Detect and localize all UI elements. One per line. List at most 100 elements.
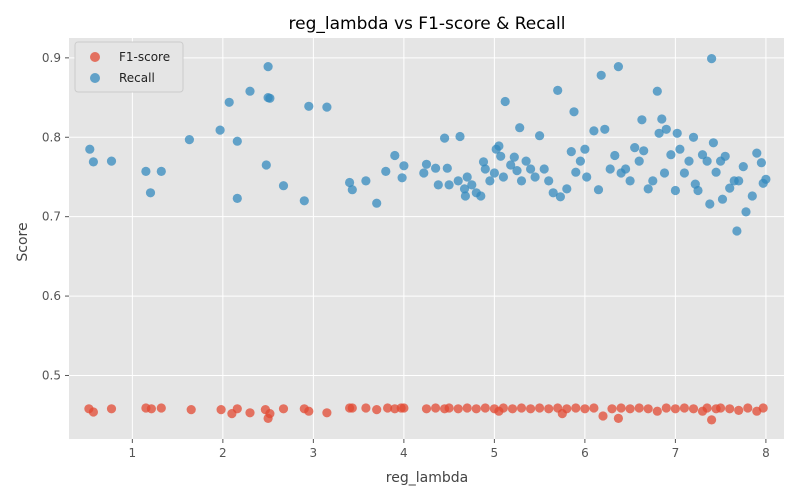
f1-score-point xyxy=(471,404,481,414)
recall-point xyxy=(530,172,540,182)
f1-score-point xyxy=(462,403,472,413)
f1-score-point xyxy=(431,403,441,413)
recall-point xyxy=(625,176,635,186)
f1-score-point xyxy=(670,404,681,414)
x-tick-label: 4 xyxy=(400,446,408,460)
recall-point xyxy=(261,160,271,170)
recall-point xyxy=(345,177,355,188)
recall-point xyxy=(500,96,510,107)
recall-point xyxy=(582,172,592,182)
recall-point xyxy=(555,192,566,202)
recall-point xyxy=(688,132,699,142)
y-tick-label: 0.9 xyxy=(42,51,61,65)
y-tick-label: 0.5 xyxy=(42,368,61,382)
f1-score-point xyxy=(652,406,662,416)
recall-point xyxy=(299,196,309,206)
f1-score-point xyxy=(544,404,554,414)
recall-point xyxy=(666,150,676,160)
recall-point xyxy=(752,148,762,158)
recall-point xyxy=(702,156,712,166)
x-tick-label: 1 xyxy=(129,446,137,460)
f1-score-point xyxy=(734,405,744,415)
f1-score-point xyxy=(707,415,717,425)
legend-label-f1-score: F1-score xyxy=(119,50,170,64)
f1-score-point xyxy=(106,404,117,414)
recall-point xyxy=(747,191,757,201)
x-tick-label: 5 xyxy=(491,446,499,460)
x-tick-label: 2 xyxy=(219,446,227,460)
recall-point xyxy=(720,151,730,161)
f1-score-point xyxy=(634,403,644,413)
recall-point xyxy=(278,181,289,191)
recall-point xyxy=(467,180,477,190)
recall-point xyxy=(571,167,581,177)
f1-score-point xyxy=(232,404,242,414)
f1-score-point xyxy=(421,404,432,414)
recall-point xyxy=(232,193,242,203)
x-tick-label: 8 xyxy=(762,446,770,460)
recall-point xyxy=(419,168,429,178)
recall-point xyxy=(589,126,599,136)
recall-point xyxy=(630,143,640,153)
recall-point xyxy=(521,156,531,166)
recall-point xyxy=(245,86,255,96)
recall-point xyxy=(741,207,751,217)
recall-point xyxy=(453,176,463,186)
data-points xyxy=(84,54,771,425)
recall-point xyxy=(675,144,685,154)
f1-score-point xyxy=(216,405,226,415)
recall-point xyxy=(485,176,495,186)
f1-score-point xyxy=(361,403,371,413)
recall-point xyxy=(661,124,671,134)
recall-point xyxy=(657,114,667,124)
f1-score-point xyxy=(347,403,357,413)
recall-point xyxy=(476,191,486,201)
recall-point xyxy=(756,158,767,168)
recall-point xyxy=(708,138,719,148)
legend-label-recall: Recall xyxy=(119,71,155,85)
recall-point xyxy=(224,97,234,107)
f1-score-point xyxy=(399,403,409,413)
recall-point xyxy=(347,185,357,195)
recall-point xyxy=(145,188,156,198)
recall-point xyxy=(670,185,681,196)
recall-point xyxy=(639,146,649,156)
recall-point xyxy=(535,131,545,141)
f1-score-point xyxy=(304,406,314,416)
recall-point xyxy=(539,164,549,174)
recall-point xyxy=(566,147,576,157)
series-f1-score xyxy=(84,403,768,425)
recall-point xyxy=(263,62,273,72)
recall-point xyxy=(459,184,470,194)
recall-point xyxy=(734,176,744,186)
recall-point xyxy=(506,160,516,170)
recall-point xyxy=(621,164,631,174)
f1-score-point xyxy=(589,403,599,413)
recall-point xyxy=(478,157,489,167)
f1-score-point xyxy=(607,404,617,414)
recall-point xyxy=(440,133,450,143)
recall-point xyxy=(684,156,694,166)
f1-score-point xyxy=(571,403,581,413)
recall-point xyxy=(569,107,579,117)
recall-point xyxy=(141,166,151,176)
f1-score-point xyxy=(480,403,490,413)
y-tick-label: 0.8 xyxy=(42,130,61,144)
recall-point xyxy=(106,156,117,166)
x-axis-label: reg_lambda xyxy=(386,470,468,486)
recall-point xyxy=(515,123,525,133)
recall-point xyxy=(600,124,610,134)
f1-score-point xyxy=(643,404,653,414)
recall-point xyxy=(707,54,717,64)
f1-score-point xyxy=(453,404,463,414)
recall-point xyxy=(460,191,470,201)
recall-point xyxy=(711,167,721,177)
f1-score-point xyxy=(444,403,454,413)
f1-score-point xyxy=(516,403,527,413)
recall-point xyxy=(85,144,95,154)
f1-score-point xyxy=(186,405,196,415)
recall-point xyxy=(442,163,452,173)
recall-point xyxy=(232,136,242,146)
recall-point xyxy=(381,166,391,176)
